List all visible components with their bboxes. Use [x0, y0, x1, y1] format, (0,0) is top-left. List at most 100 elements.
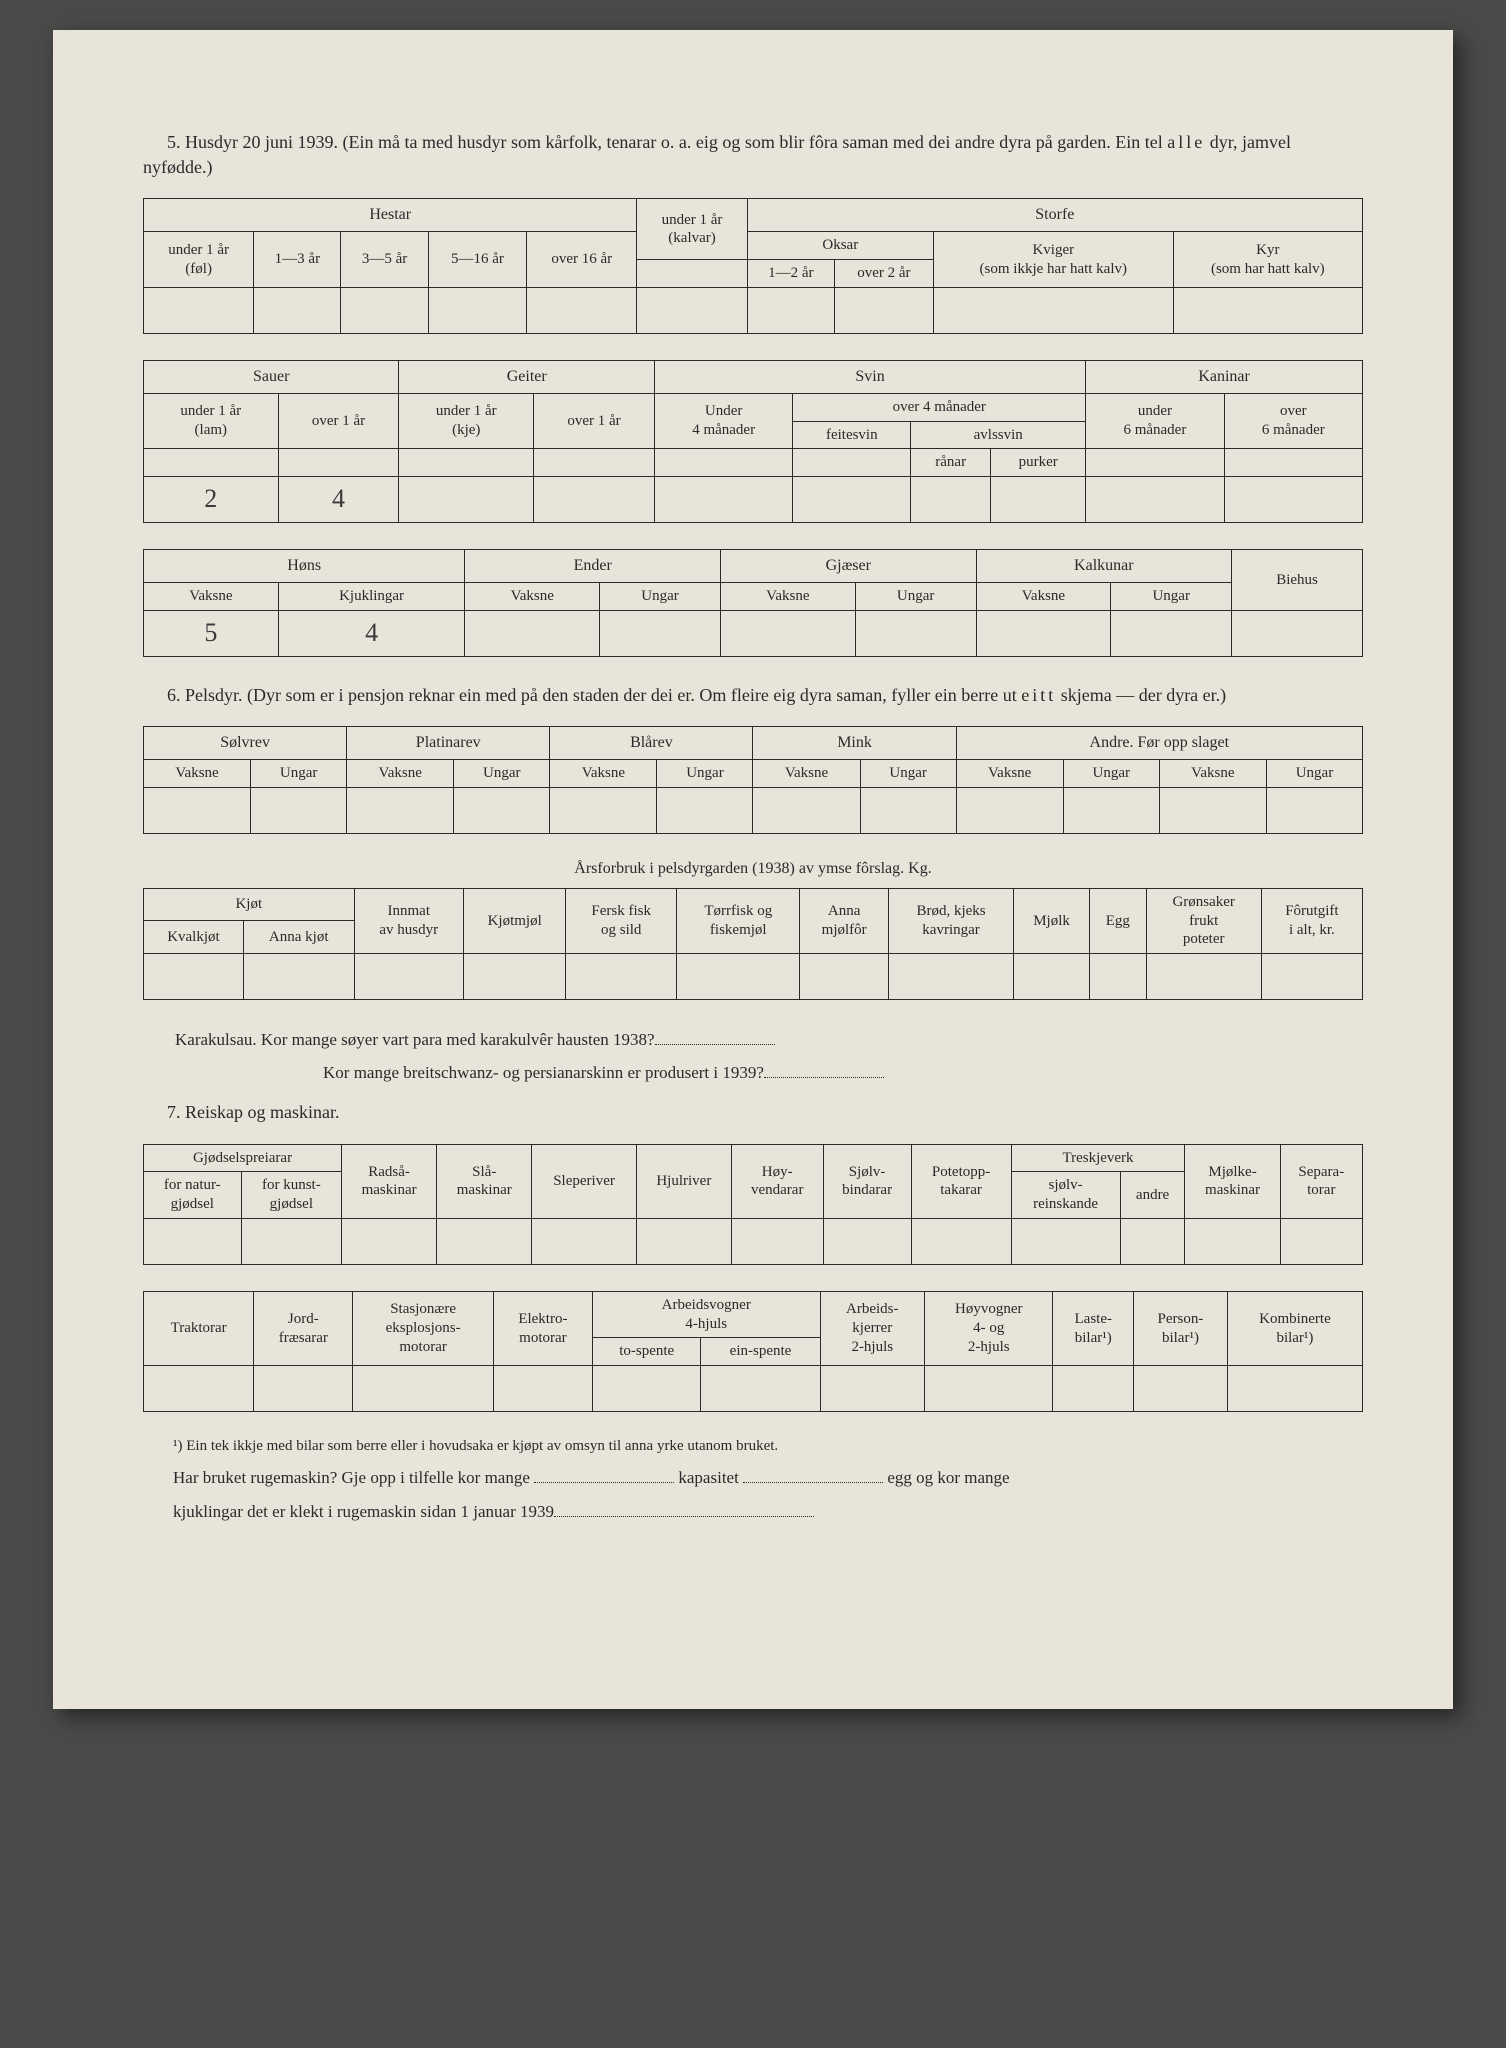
karakul-q1: Karakulsau. Kor mange søyer vart para me… — [175, 1026, 1363, 1053]
hoyvend: Høy-vendarar — [731, 1144, 823, 1218]
gjaeser-group: Gjæser — [720, 550, 976, 583]
gjodsel-group: Gjødselspreiarar — [144, 1144, 342, 1172]
solvrev: Sølvrev — [144, 727, 347, 760]
cell — [911, 1218, 1011, 1264]
cell — [1014, 954, 1090, 1000]
section-7-number: 7. — [167, 1102, 181, 1122]
blank-line — [554, 1502, 814, 1517]
cell — [144, 1218, 242, 1264]
cell — [911, 477, 991, 523]
cell — [1086, 477, 1224, 523]
cell — [600, 610, 721, 656]
section-5-emph: alle — [1167, 132, 1205, 152]
kviger-col: Kviger(som ikkje har hatt kalv) — [933, 232, 1173, 288]
sauer-col-1: over 1 år — [278, 393, 399, 449]
kvalkjot: Kvalkjøt — [144, 921, 244, 954]
cell — [354, 954, 463, 1000]
platinarev: Platinarev — [347, 727, 550, 760]
sleperiver: Sleperiver — [532, 1144, 636, 1218]
hons-col-1: Kjuklingar — [278, 583, 465, 611]
s — [144, 449, 279, 477]
svin-under4: Under4 månader — [654, 393, 792, 449]
person: Person-bilar¹) — [1134, 1291, 1228, 1365]
hestar-col-2: 3—5 år — [341, 232, 428, 288]
svin-over4-group: over 4 månader — [793, 393, 1086, 421]
c: Vaksne — [1159, 760, 1266, 788]
avlssvin-group: avlssvin — [911, 421, 1086, 449]
c: Vaksne — [550, 760, 657, 788]
gjaeser-col-1: Ungar — [855, 583, 976, 611]
ender-col-1: Ungar — [600, 583, 721, 611]
rugemaskin-line-1: Har bruket rugemaskin? Gje opp i tilfell… — [173, 1461, 1363, 1495]
section-5-heading: 5. Husdyr 20 juni 1939. (Ein må ta med h… — [143, 130, 1363, 180]
sauer-col-0: under 1 år(lam) — [144, 393, 279, 449]
cell — [701, 1366, 820, 1412]
s — [399, 449, 534, 477]
cell — [592, 1366, 700, 1412]
table-fjorfe: Høns Ender Gjæser Kalkunar Biehus Vaksne… — [143, 549, 1363, 657]
c: Ungar — [657, 760, 753, 788]
potet: Potetopp-takarar — [911, 1144, 1011, 1218]
cell — [353, 1366, 493, 1412]
separator: Separa-torar — [1280, 1144, 1362, 1218]
cell — [454, 787, 550, 833]
c: Ungar — [860, 760, 956, 788]
hons-col-0: Vaksne — [144, 583, 279, 611]
hestar-col-3: 5—16 år — [428, 232, 526, 288]
cell — [636, 1218, 731, 1264]
geiter-col-1: over 1 år — [534, 393, 655, 449]
table-reiskap-1: Gjødselspreiarar Radså-maskinar Slå-mask… — [143, 1144, 1363, 1265]
cell — [657, 787, 753, 833]
biehus: Biehus — [1232, 550, 1363, 611]
blank-line — [764, 1063, 884, 1078]
brod: Brød, kjekskavringar — [888, 888, 1013, 953]
karakul-q2-text: Kor mange breitschwanz- og persianarskin… — [323, 1063, 764, 1082]
oksar-col-1: over 2 år — [834, 260, 933, 288]
purker: purker — [991, 449, 1086, 477]
form-page: 5. Husdyr 20 juni 1939. (Ein må ta med h… — [53, 30, 1453, 1709]
forbruk-heading: Årsforbruk i pelsdyrgarden (1938) av yms… — [143, 860, 1363, 878]
cell — [527, 287, 637, 333]
cell — [793, 477, 911, 523]
blank-line — [534, 1468, 674, 1483]
arbeidskjerrer: Arbeids-kjerrer2-hjuls — [820, 1291, 925, 1365]
cell — [465, 610, 600, 656]
cell — [654, 477, 792, 523]
cell — [860, 787, 956, 833]
hestar-col-4: over 16 år — [527, 232, 637, 288]
laste: Laste-bilar¹) — [1053, 1291, 1134, 1365]
karakul-q1-text: Karakulsau. Kor mange søyer vart para me… — [175, 1030, 655, 1049]
cell — [1146, 954, 1261, 1000]
cell — [251, 787, 347, 833]
cell — [1227, 1366, 1362, 1412]
cell — [550, 787, 657, 833]
rugemaskin-line-2: kjuklingar det er klekt i rugemaskin sid… — [173, 1495, 1363, 1529]
cell — [347, 787, 454, 833]
hestar-group: Hestar — [144, 199, 637, 232]
feitesvin: feitesvin — [793, 421, 911, 449]
arbeidsvogner-0: to-spente — [592, 1338, 700, 1366]
cell — [463, 954, 565, 1000]
treskje-1: andre — [1120, 1172, 1185, 1219]
c: Ungar — [1063, 760, 1159, 788]
s — [1086, 449, 1224, 477]
gronsaker: Grønsakerfruktpoteter — [1146, 888, 1261, 953]
cell — [753, 787, 860, 833]
table-forbruk: Kjøt Innmatav husdyr Kjøtmjøl Fersk fisk… — [143, 888, 1363, 1000]
table-pelsdyr: Sølvrev Platinarev Blårev Mink Andre. Fø… — [143, 726, 1363, 834]
mjolke: Mjølke-maskinar — [1185, 1144, 1280, 1218]
footnote-bilar: ¹) Ein tek ikkje med bilar som berre ell… — [173, 1438, 1363, 1455]
oksar-group: Oksar — [747, 232, 933, 260]
geiter-col-0: under 1 år(kje) — [399, 393, 534, 449]
egg: Egg — [1089, 888, 1146, 953]
blank-line — [743, 1468, 883, 1483]
cell — [532, 1218, 636, 1264]
section-7-heading: 7. Reiskap og maskinar. — [143, 1100, 1363, 1125]
stasj: Stasjonæreeksplosjons-motorar — [353, 1291, 493, 1365]
ferskfisk: Fersk fiskog sild — [566, 888, 677, 953]
c: Vaksne — [956, 760, 1063, 788]
cell — [1261, 954, 1362, 1000]
kjot-group: Kjøt — [144, 888, 355, 921]
cell — [834, 287, 933, 333]
fill1a: Har bruket rugemaskin? Gje opp i tilfell… — [173, 1468, 534, 1487]
